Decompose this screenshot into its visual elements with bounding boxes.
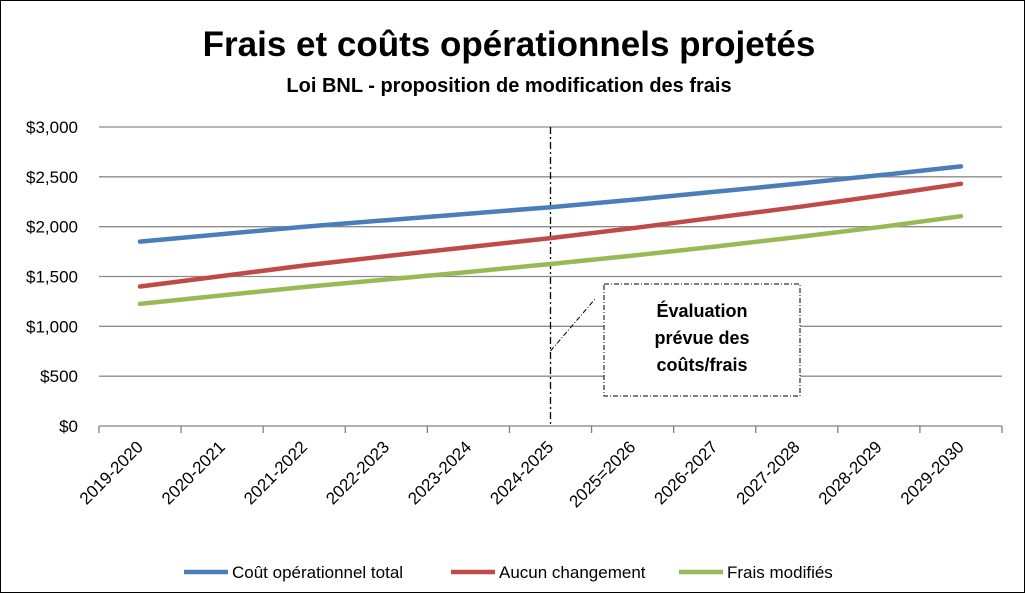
note-line: Évaluation <box>656 300 747 321</box>
x-tick-label: 2020-2021 <box>158 437 229 508</box>
y-tick-label: $500 <box>40 367 78 386</box>
series-line-1 <box>137 164 964 244</box>
x-tick-label: 2019-2020 <box>76 437 147 508</box>
x-tick-label: 2023-2024 <box>404 437 475 508</box>
y-tick-label: $2,500 <box>26 168 78 187</box>
x-tick-label: 2029-2030 <box>897 437 968 508</box>
legend-label: Coût opérationnel total <box>232 563 403 582</box>
series-line-3 <box>137 213 964 307</box>
x-tick-label: 2025=2026 <box>565 437 639 511</box>
note-connector <box>550 298 596 352</box>
y-tick-label: $1,500 <box>26 268 78 287</box>
note-box <box>603 283 801 397</box>
x-tick-label: 2022-2023 <box>322 437 393 508</box>
y-tick-label: $3,000 <box>26 118 78 137</box>
y-tick-label: $1,000 <box>26 317 78 336</box>
chart-subtitle: Loi BNL - proposition de modification de… <box>286 75 731 97</box>
legend-label: Frais modifiés <box>727 563 833 582</box>
evaluation-note: Évaluation prévue des coûts/frais <box>550 283 801 397</box>
series-line-2 <box>137 181 964 289</box>
note-line: coûts/frais <box>656 355 747 375</box>
legend: Coût opérationnel total Aucun changement F… <box>184 563 833 582</box>
x-tick-label: 2021-2022 <box>240 437 311 508</box>
y-tick-label: $0 <box>59 417 78 436</box>
note-line: prévue des <box>654 328 749 348</box>
x-axis: 2019-2020 2020-2021 2021-2022 2022-2023 2023… <box>76 426 1003 511</box>
y-axis: $0 $500 $1,000 $1,500 $2,000 $2,500 $3,000 <box>26 118 78 436</box>
x-tick-label: 2024-2025 <box>486 437 557 508</box>
y-tick-label: $2,000 <box>26 218 78 237</box>
x-tick-label: 2027-2028 <box>733 437 804 508</box>
x-tick-label: 2026-2027 <box>651 437 722 508</box>
x-tick-label: 2028-2029 <box>815 437 886 508</box>
legend-label: Aucun changement <box>499 563 646 582</box>
series-lines <box>137 164 964 307</box>
chart-title: Frais et coûts opérationnels projetés <box>203 25 816 64</box>
